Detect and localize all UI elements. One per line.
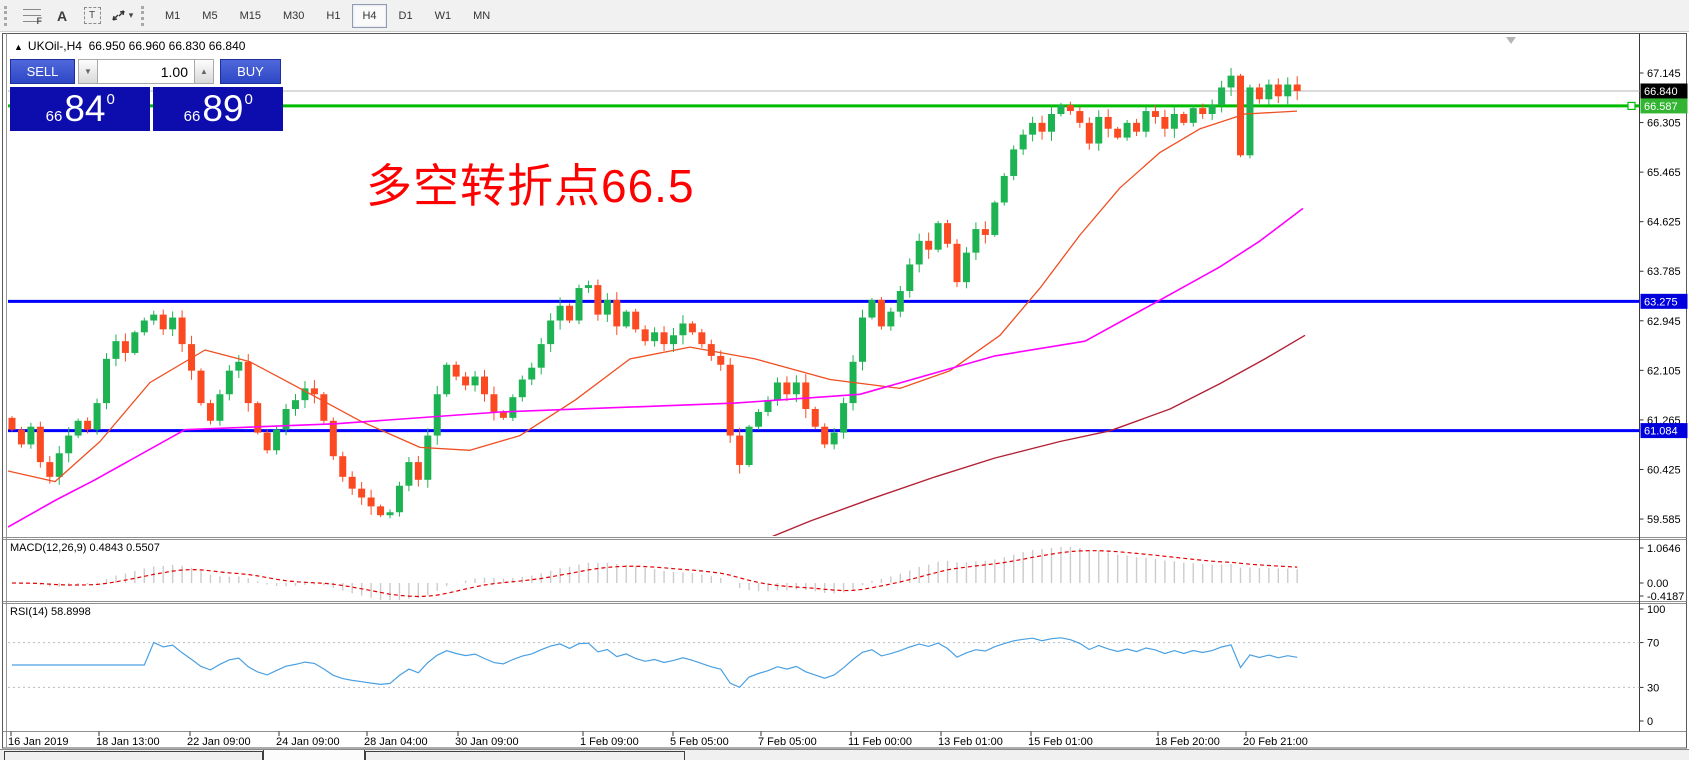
rsi-label: RSI(14) 58.8998 xyxy=(10,606,91,618)
price-axis-tick: 60.425 xyxy=(1647,464,1681,476)
time-axis-label: 13 Feb 01:00 xyxy=(938,736,1003,748)
sell-price-pips: 84 xyxy=(64,88,106,129)
macd-label: MACD(12,26,9) 0.4843 0.5507 xyxy=(10,542,160,554)
volume-increase-button[interactable]: ▲ xyxy=(194,59,214,84)
time-axis-label: 1 Feb 09:00 xyxy=(580,736,639,748)
price-level-label: 63.275 xyxy=(1644,296,1678,308)
price-axis-tick: 63.785 xyxy=(1647,266,1681,278)
price-axis-tick: 62.945 xyxy=(1647,316,1681,328)
toolbar: F A T ▾ M1 M5 M15 M30 H1 H4 D1 W1 MN xyxy=(0,0,1689,32)
draw-arrows-tool-button[interactable]: ▾ xyxy=(108,3,136,29)
rsi-axis-label: 30 xyxy=(1647,682,1659,694)
timeframe-h4-button[interactable]: H4 xyxy=(352,3,387,28)
price-axis-tick: 59.585 xyxy=(1647,514,1681,526)
timeframe-group: M1 M5 M15 M30 H1 H4 D1 W1 MN xyxy=(154,3,501,28)
arrows-icon xyxy=(112,10,125,21)
rsi-axis-label: 100 xyxy=(1647,604,1665,616)
toolbar-grip[interactable] xyxy=(4,5,13,26)
rsi-axis-label: 0 xyxy=(1647,716,1653,728)
time-axis-label: 18 Feb 20:00 xyxy=(1155,736,1220,748)
price-axis-tick: 64.625 xyxy=(1647,217,1681,229)
sell-button[interactable]: SELL xyxy=(10,59,75,84)
collapse-arrow-icon[interactable]: ▲ xyxy=(14,42,23,52)
fibonacci-tool-button[interactable]: F xyxy=(18,3,46,29)
buy-price-display[interactable]: 66 89 0 xyxy=(153,87,283,131)
chart-tab[interactable] xyxy=(365,751,685,760)
time-axis-label: 24 Jan 09:00 xyxy=(276,736,340,748)
text-box-tool-button[interactable]: T xyxy=(78,3,106,29)
price-axis-tick: 67.145 xyxy=(1647,68,1681,80)
time-axis-label: 22 Jan 09:00 xyxy=(187,736,251,748)
time-axis-label: 18 Jan 13:00 xyxy=(96,736,160,748)
timeframe-m1-button[interactable]: M1 xyxy=(165,9,181,22)
volume-input[interactable] xyxy=(98,59,194,84)
timeframe-h1-button[interactable]: H1 xyxy=(326,9,341,22)
time-axis-label: 15 Feb 01:00 xyxy=(1028,736,1093,748)
time-axis-label: 20 Feb 21:00 xyxy=(1243,736,1308,748)
buy-button[interactable]: BUY xyxy=(220,59,281,84)
sell-price-whole: 66 xyxy=(45,108,63,125)
chart-text-annotation[interactable]: 多空转折点66.5 xyxy=(366,160,695,212)
sell-price-point: 0 xyxy=(106,91,115,108)
buy-price-whole: 66 xyxy=(183,108,201,125)
price-axis-tick: 66.305 xyxy=(1647,118,1681,130)
price-axis-tick: 65.465 xyxy=(1647,167,1681,179)
chart-tab-active[interactable] xyxy=(263,750,365,760)
timeframe-m30-button[interactable]: M30 xyxy=(282,9,305,22)
sell-price-display[interactable]: 66 84 0 xyxy=(10,87,151,131)
timeframe-mn-button[interactable]: MN xyxy=(473,9,491,22)
time-axis-label: 11 Feb 00:00 xyxy=(848,736,912,748)
price-level-label: 66.840 xyxy=(1644,86,1678,98)
toolbar-grip[interactable] xyxy=(141,5,150,26)
macd-axis-label: 1.0646 xyxy=(1647,543,1681,555)
chevron-down-icon: ▾ xyxy=(128,10,134,20)
volume-stepper: ▼ ▲ xyxy=(78,59,214,84)
text-label-tool-button[interactable]: A xyxy=(48,3,76,29)
chart-ohlc-quote: 66.950 66.960 66.830 66.840 xyxy=(88,39,246,53)
timeframe-d1-button[interactable]: D1 xyxy=(398,9,413,22)
time-axis-label: 5 Feb 05:00 xyxy=(670,736,729,748)
chart-header: ▲ UKOil-,H4 66.950 66.960 66.830 66.840 xyxy=(14,39,245,53)
time-axis-label: 28 Jan 04:00 xyxy=(364,736,428,748)
price-level-label: 66.587 xyxy=(1644,101,1678,113)
timeframe-m5-button[interactable]: M5 xyxy=(202,9,218,22)
chart-tab-bar xyxy=(0,749,1689,760)
macd-axis-label: 0.00 xyxy=(1647,578,1668,590)
text-box-icon: T xyxy=(83,7,101,24)
one-click-trade-panel: SELL ▼ ▲ BUY 66 84 0 66 89 0 xyxy=(10,59,283,131)
time-axis-label: 16 Jan 2019 xyxy=(8,736,69,748)
price-axis-tick: 62.105 xyxy=(1647,365,1681,377)
chart-symbol-title: UKOil-,H4 xyxy=(27,39,82,53)
text-label-icon: A xyxy=(56,7,68,24)
buy-price-point: 0 xyxy=(244,91,253,108)
price-level-label: 61.084 xyxy=(1644,426,1678,438)
macd-axis-label: -0.4187 xyxy=(1647,591,1684,603)
chart-tab[interactable] xyxy=(4,751,263,760)
timeframe-m15-button[interactable]: M15 xyxy=(239,9,261,22)
buy-price-pips: 89 xyxy=(202,88,244,129)
time-axis-label: 30 Jan 09:00 xyxy=(455,736,519,748)
volume-decrease-button[interactable]: ▼ xyxy=(78,59,98,84)
time-axis-label: 7 Feb 05:00 xyxy=(758,736,817,748)
drawing-tools-group: F A T ▾ xyxy=(17,3,137,29)
fibonacci-icon: F xyxy=(23,9,42,26)
rsi-axis-label: 70 xyxy=(1647,638,1659,650)
timeframe-w1-button[interactable]: W1 xyxy=(434,9,452,22)
